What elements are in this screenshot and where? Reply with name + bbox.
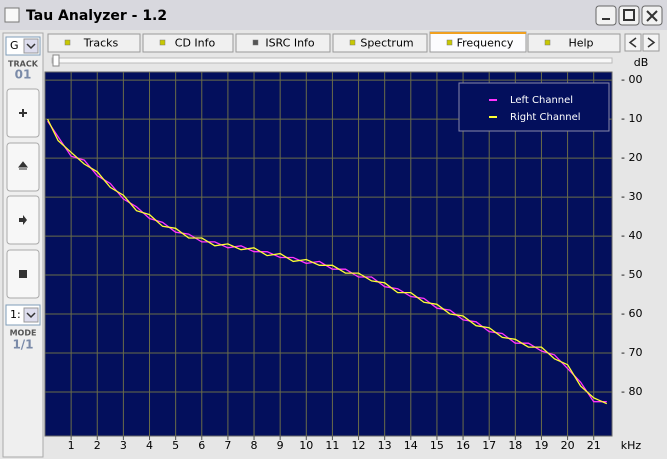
drive-dropdown[interactable] bbox=[23, 38, 39, 54]
speed-value: 1: bbox=[10, 308, 21, 321]
tab[interactable] bbox=[527, 33, 621, 53]
y-tick-label: - 10 bbox=[621, 112, 642, 125]
speed-dropdown[interactable] bbox=[23, 307, 39, 323]
x-tick-label: 9 bbox=[277, 439, 284, 452]
x-tick-label: 15 bbox=[430, 439, 444, 452]
mode-label: MODE bbox=[10, 329, 37, 338]
window-buttons bbox=[595, 5, 663, 26]
tab-label[interactable]: Frequency bbox=[457, 37, 514, 50]
x-tick-label: 20 bbox=[561, 439, 575, 452]
tab-icon bbox=[446, 39, 453, 46]
tab-label[interactable]: Spectrum bbox=[360, 37, 413, 50]
tab-scroll-right[interactable] bbox=[642, 33, 660, 52]
x-tick-label: 7 bbox=[224, 439, 231, 452]
x-tick-label: 5 bbox=[172, 439, 179, 452]
x-tick-label: 6 bbox=[198, 439, 205, 452]
tab-label[interactable]: CD Info bbox=[175, 37, 216, 50]
x-tick-label: 8 bbox=[251, 439, 258, 452]
y-tick-label: - 40 bbox=[621, 229, 642, 242]
maximize-icon bbox=[623, 9, 635, 21]
slider-thumb[interactable] bbox=[52, 54, 60, 67]
x-tick-label: 4 bbox=[146, 439, 153, 452]
series-line bbox=[47, 118, 608, 405]
close-icon bbox=[646, 10, 658, 22]
tab-icon bbox=[544, 39, 551, 46]
x-tick-label: 16 bbox=[456, 439, 470, 452]
arrow-icon bbox=[647, 37, 656, 48]
maximize-button[interactable] bbox=[618, 5, 640, 26]
window-title: Tau Analyzer - 1.2 bbox=[26, 8, 167, 24]
play-icon bbox=[19, 215, 27, 225]
x-tick-label: 12 bbox=[352, 439, 366, 452]
x-tick-label: 19 bbox=[534, 439, 548, 452]
legend bbox=[458, 82, 610, 132]
app-icon bbox=[4, 7, 20, 23]
x-tick-label: 3 bbox=[120, 439, 127, 452]
y-axis-unit: dB bbox=[634, 56, 649, 69]
x-tick-label: 13 bbox=[378, 439, 392, 452]
x-tick-label: 10 bbox=[299, 439, 313, 452]
tab-icon bbox=[252, 39, 259, 46]
x-tick-label: 18 bbox=[508, 439, 522, 452]
tab-icon bbox=[64, 39, 71, 46]
x-tick-label: 2 bbox=[94, 439, 101, 452]
x-tick-label: 17 bbox=[482, 439, 496, 452]
add-icon bbox=[19, 109, 27, 117]
mode-value: 1/1 bbox=[12, 338, 33, 352]
y-tick-label: - 50 bbox=[621, 268, 642, 281]
tab-label[interactable]: Tracks bbox=[83, 37, 119, 50]
dropdown-arrow bbox=[26, 43, 36, 50]
position-slider[interactable] bbox=[51, 57, 613, 64]
stop-icon bbox=[19, 270, 27, 278]
legend-label: Left Channel bbox=[510, 95, 573, 106]
tab[interactable] bbox=[142, 33, 234, 53]
tab-label[interactable]: Help bbox=[568, 37, 593, 50]
title-bar bbox=[0, 0, 667, 30]
y-tick-label: - 00 bbox=[621, 73, 642, 86]
x-tick-label: 11 bbox=[325, 439, 339, 452]
tab-highlight bbox=[430, 32, 526, 34]
tab-scroll-left[interactable] bbox=[624, 33, 642, 52]
y-tick-label: - 80 bbox=[621, 385, 642, 398]
drive-value: G bbox=[10, 39, 19, 52]
y-tick-label: - 60 bbox=[621, 307, 642, 320]
tab[interactable] bbox=[332, 33, 428, 53]
arrow-icon bbox=[628, 37, 637, 48]
track-label: TRACK bbox=[8, 60, 39, 69]
eject-icon bbox=[17, 161, 29, 170]
dropdown-arrow bbox=[26, 312, 36, 319]
minimize-icon bbox=[602, 18, 610, 20]
tab-label[interactable]: ISRC Info bbox=[265, 37, 315, 50]
track-number: 01 bbox=[15, 68, 32, 82]
legend-label: Right Channel bbox=[510, 112, 581, 123]
plot-area bbox=[44, 71, 613, 437]
x-axis-unit: kHz bbox=[621, 439, 642, 452]
tab-icon bbox=[349, 39, 356, 46]
tab-icon bbox=[159, 39, 166, 46]
y-tick-label: - 20 bbox=[621, 151, 642, 164]
x-tick-label: 21 bbox=[587, 439, 601, 452]
y-tick-label: - 70 bbox=[621, 346, 642, 359]
tab[interactable] bbox=[235, 33, 331, 53]
minimize-button[interactable] bbox=[595, 5, 617, 26]
x-tick-label: 1 bbox=[68, 439, 75, 452]
tab[interactable] bbox=[47, 33, 141, 53]
x-tick-label: 14 bbox=[404, 439, 418, 452]
y-tick-label: - 30 bbox=[621, 190, 642, 203]
